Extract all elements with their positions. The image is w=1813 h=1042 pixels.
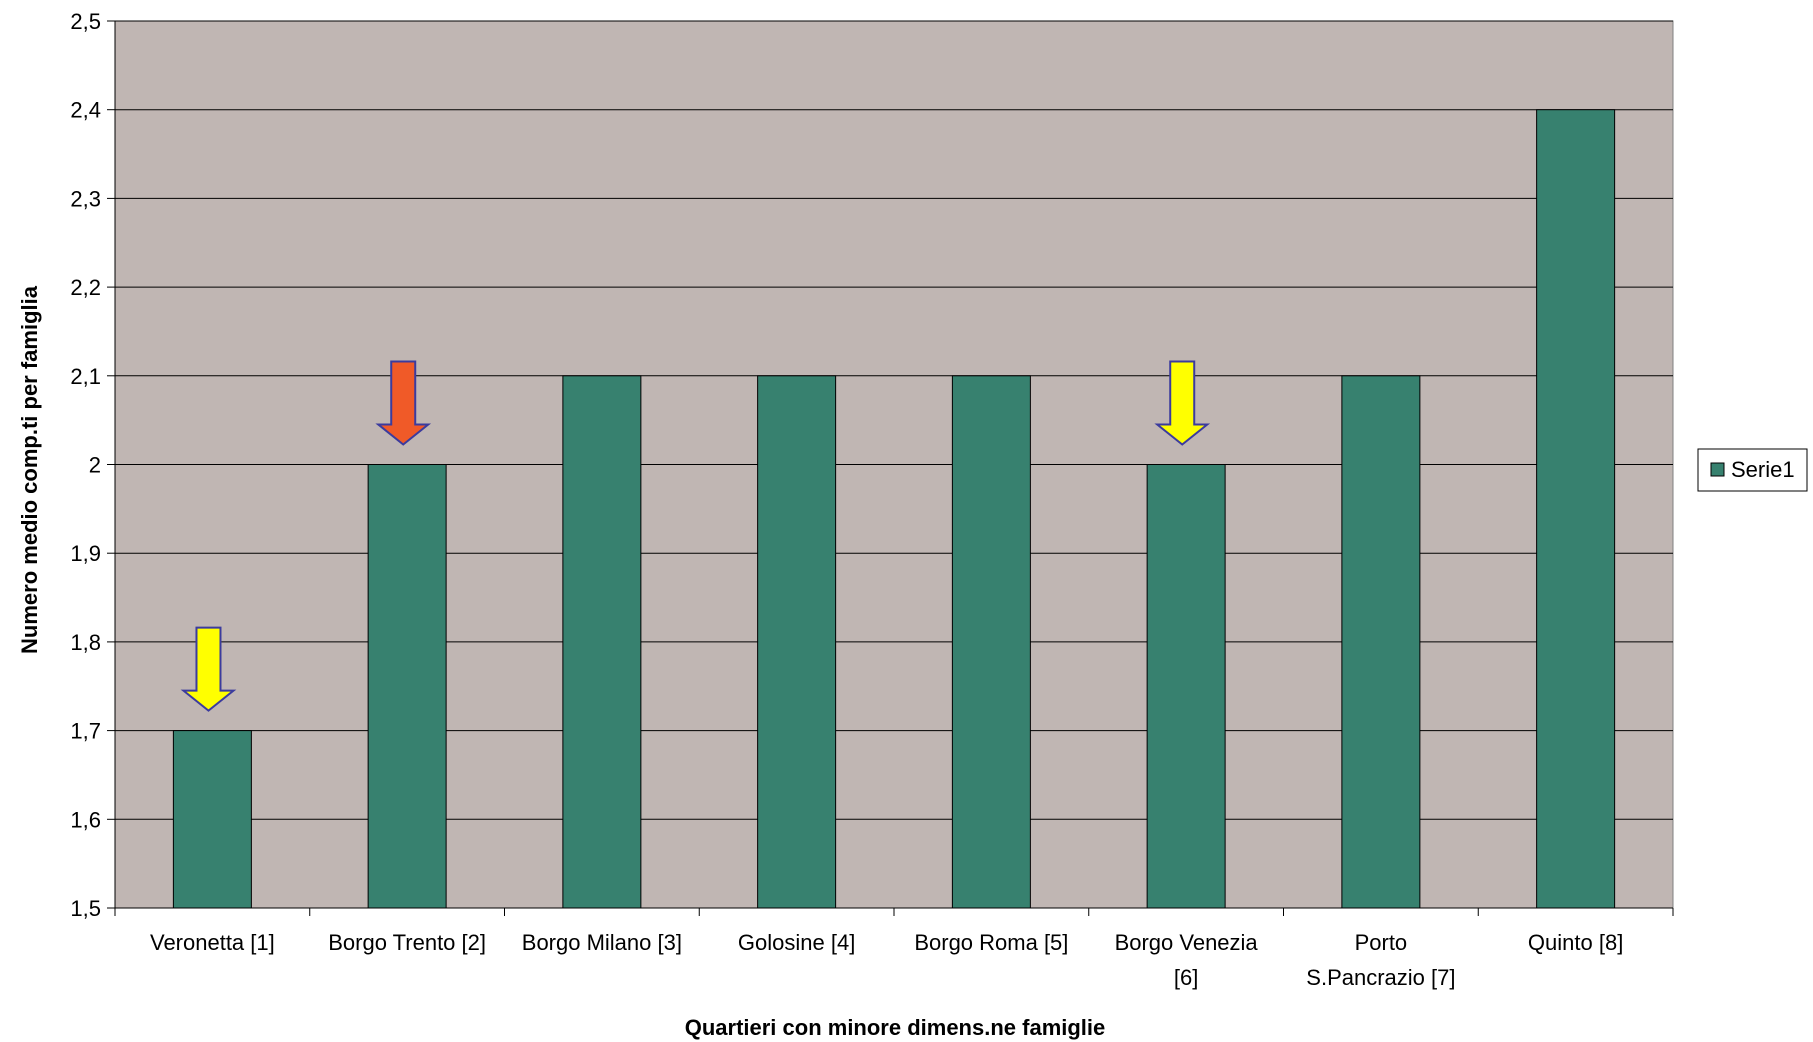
bar bbox=[951, 375, 1031, 909]
axes bbox=[107, 20, 1674, 916]
annotation-arrows bbox=[180, 360, 1211, 712]
bar bbox=[1341, 375, 1421, 909]
y-tick-label: 2,2 bbox=[70, 275, 101, 300]
x-tick-label: Borgo Venezia bbox=[1115, 930, 1259, 955]
down-arrow-icon bbox=[375, 360, 432, 446]
y-axis-title: Numero medio comp.ti per famiglia bbox=[17, 285, 42, 654]
x-tick-label: Borgo Trento [2] bbox=[328, 930, 486, 955]
y-tick-label: 2,1 bbox=[70, 364, 101, 389]
bar bbox=[1536, 109, 1616, 909]
down-arrow-icon bbox=[1154, 360, 1211, 446]
legend-label: Serie1 bbox=[1731, 457, 1795, 482]
x-tick-label: Borgo Milano [3] bbox=[522, 930, 682, 955]
down-arrow-icon bbox=[180, 626, 237, 712]
x-tick-label: Porto bbox=[1355, 930, 1408, 955]
y-tick-label: 2,3 bbox=[70, 186, 101, 211]
x-tick-label: S.Pancrazio [7] bbox=[1306, 965, 1455, 990]
y-tick-label: 2 bbox=[89, 453, 101, 478]
bar bbox=[172, 730, 252, 909]
bar bbox=[367, 464, 447, 909]
legend: Serie1 bbox=[1697, 448, 1808, 492]
y-tick-label: 2,5 bbox=[70, 9, 101, 34]
y-tick-label: 1,7 bbox=[70, 719, 101, 744]
x-tick-label: Borgo Roma [5] bbox=[914, 930, 1068, 955]
x-axis-title: Quartieri con minore dimens.ne famiglie bbox=[685, 1015, 1106, 1040]
bar bbox=[1146, 464, 1226, 909]
y-tick-label: 2,4 bbox=[70, 98, 101, 123]
y-tick-label: 1,8 bbox=[70, 630, 101, 655]
x-tick-label: [6] bbox=[1174, 965, 1198, 990]
legend-swatch bbox=[1710, 462, 1725, 477]
y-tick-labels: 1,5 1,6 1,7 1,8 1,9 2 2,1 2,2 2,3 2,4 2,5 bbox=[70, 9, 101, 921]
y-tick-label: 1,5 bbox=[70, 896, 101, 921]
x-tick-label: Quinto [8] bbox=[1528, 930, 1623, 955]
x-tick-label: Golosine [4] bbox=[738, 930, 855, 955]
y-tick-label: 1,9 bbox=[70, 541, 101, 566]
x-tick-label: Veronetta [1] bbox=[150, 930, 275, 955]
x-tick-labels: Veronetta [1] Borgo Trento [2] Borgo Milan… bbox=[150, 930, 1623, 990]
bar bbox=[757, 375, 837, 909]
y-tick-label: 1,6 bbox=[70, 807, 101, 832]
bar bbox=[562, 375, 642, 909]
